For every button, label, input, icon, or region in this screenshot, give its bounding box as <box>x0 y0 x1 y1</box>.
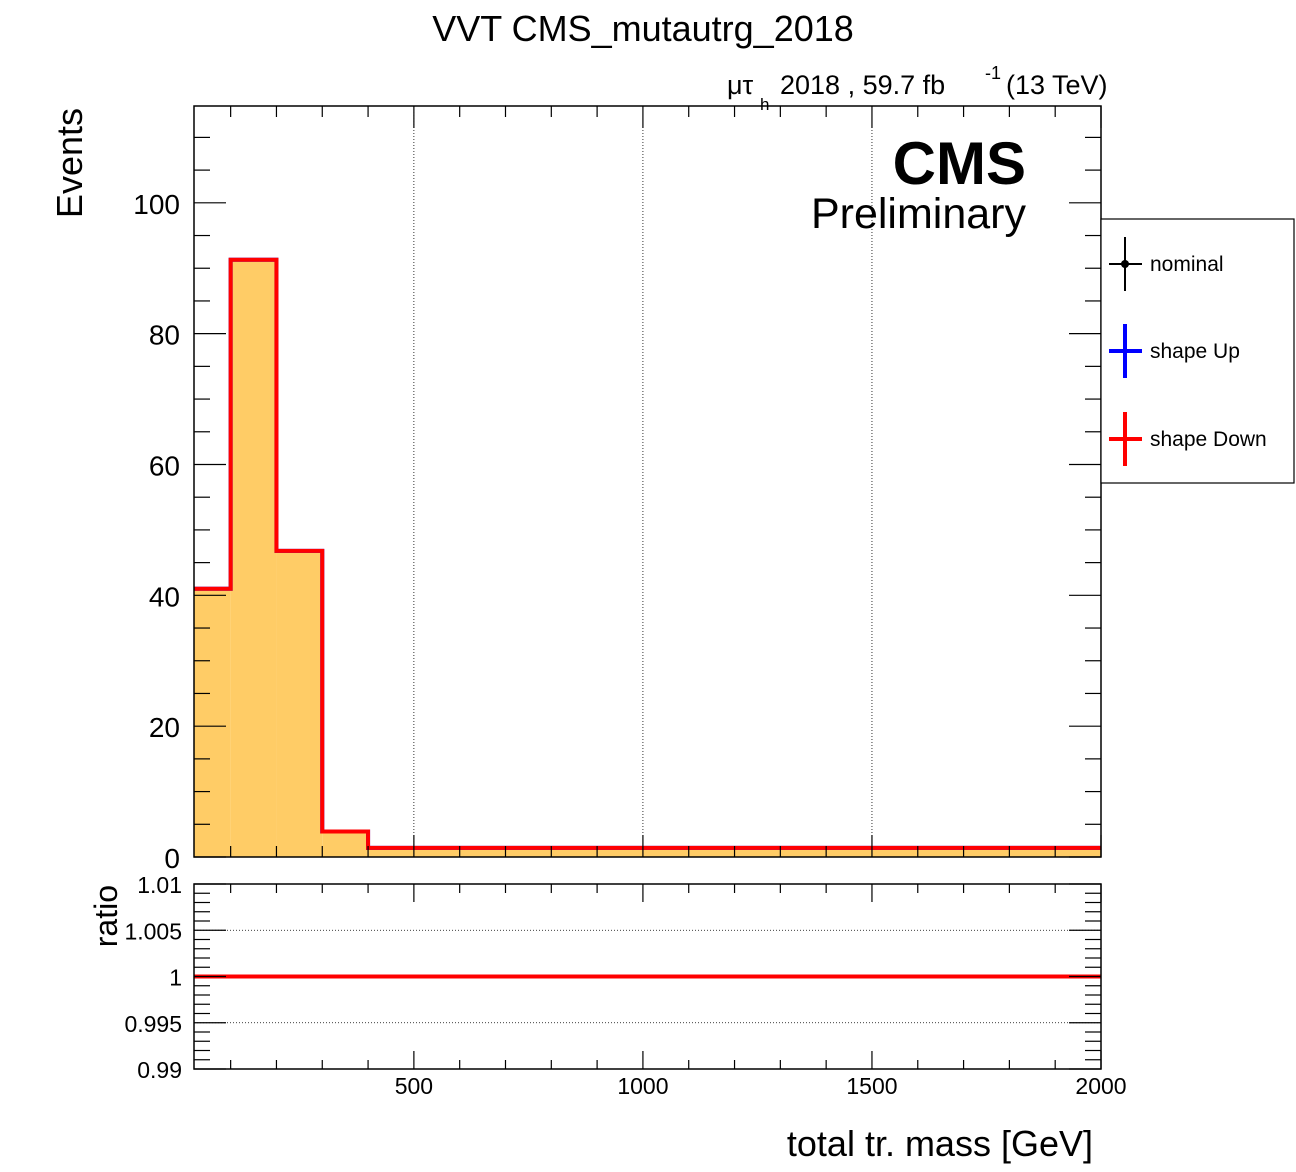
legend-down-label: shape Down <box>1150 428 1267 451</box>
legend-item-shape-down: shape Down <box>1109 412 1267 466</box>
main-y-tick-label-0: 0 <box>164 843 180 874</box>
legend-item-nominal: nominal <box>1109 237 1224 291</box>
x-tick-label-1: 1000 <box>617 1073 668 1099</box>
lumi-label: μτ h 2018 , 59.7 fb -1 (13 TeV) <box>727 63 1108 114</box>
lumi-channel-subscript: h <box>760 95 769 114</box>
nominal-fill-bar-2 <box>276 550 323 857</box>
main-series <box>194 257 1101 850</box>
main-y-tick-label-5: 100 <box>133 189 180 220</box>
x-tick-labels: 500 1000 1500 2000 <box>395 1073 1127 1099</box>
lumi-text: 2018 , 59.7 fb <box>780 70 945 100</box>
legend: nominal shape Up shape Down <box>1100 218 1295 484</box>
main-ticks <box>194 106 1102 858</box>
ratio-y-tick-label-1: 0.995 <box>124 1011 182 1037</box>
ratio-y-tick-labels: 0.99 0.995 1 1.005 1.01 <box>124 872 182 1083</box>
main-y-tick-label-3: 60 <box>149 450 180 481</box>
ratio-y-axis-label: ratio <box>88 885 124 947</box>
lumi-energy: (13 TeV) <box>1006 70 1108 100</box>
legend-nominal-label: nominal <box>1150 253 1224 276</box>
main-panel: 0 20 40 60 80 100 <box>133 105 1102 874</box>
ratio-panel: 0.99 0.995 1 1.005 1.01 500 1000 1500 2000 <box>124 872 1126 1099</box>
nominal-fill-bar-1 <box>230 259 277 858</box>
ratio-y-tick-label-3: 1.005 <box>124 918 182 944</box>
nominal-fill-bar-3 <box>322 831 369 857</box>
lumi-superscript: -1 <box>985 63 1001 83</box>
x-tick-label-2: 1500 <box>846 1073 897 1099</box>
x-tick-label-0: 500 <box>395 1073 433 1099</box>
ratio-y-tick-label-4: 1.01 <box>137 872 182 898</box>
chart-title: VVT CMS_mutautrg_2018 <box>432 8 854 49</box>
legend-item-shape-up: shape Up <box>1109 324 1240 378</box>
main-y-tick-labels: 0 20 40 60 80 100 <box>133 189 180 874</box>
main-y-tick-label-4: 80 <box>149 320 180 351</box>
x-axis-label: total tr. mass [GeV] <box>787 1123 1093 1164</box>
ratio-y-tick-label-0: 0.99 <box>137 1057 182 1083</box>
ratio-ticks <box>194 883 1102 1070</box>
series-line-shape-down <box>194 257 1101 850</box>
legend-up-label: shape Up <box>1150 340 1240 363</box>
ratio-y-tick-label-2: 1 <box>169 965 182 991</box>
main-y-tick-label-1: 20 <box>149 712 180 743</box>
legend-nominal-marker <box>1121 260 1129 268</box>
lumi-channel: μτ <box>727 70 754 100</box>
ratio-y-grid <box>194 929 1101 1024</box>
nominal-fill-bar-0 <box>194 588 231 857</box>
x-tick-label-3: 2000 <box>1075 1073 1126 1099</box>
cms-label: CMS <box>893 130 1026 197</box>
main-x-grid <box>413 106 873 857</box>
main-y-tick-label-2: 40 <box>149 581 180 612</box>
cms-sublabel: Preliminary <box>811 190 1027 238</box>
y-axis-label: Events <box>49 108 90 218</box>
